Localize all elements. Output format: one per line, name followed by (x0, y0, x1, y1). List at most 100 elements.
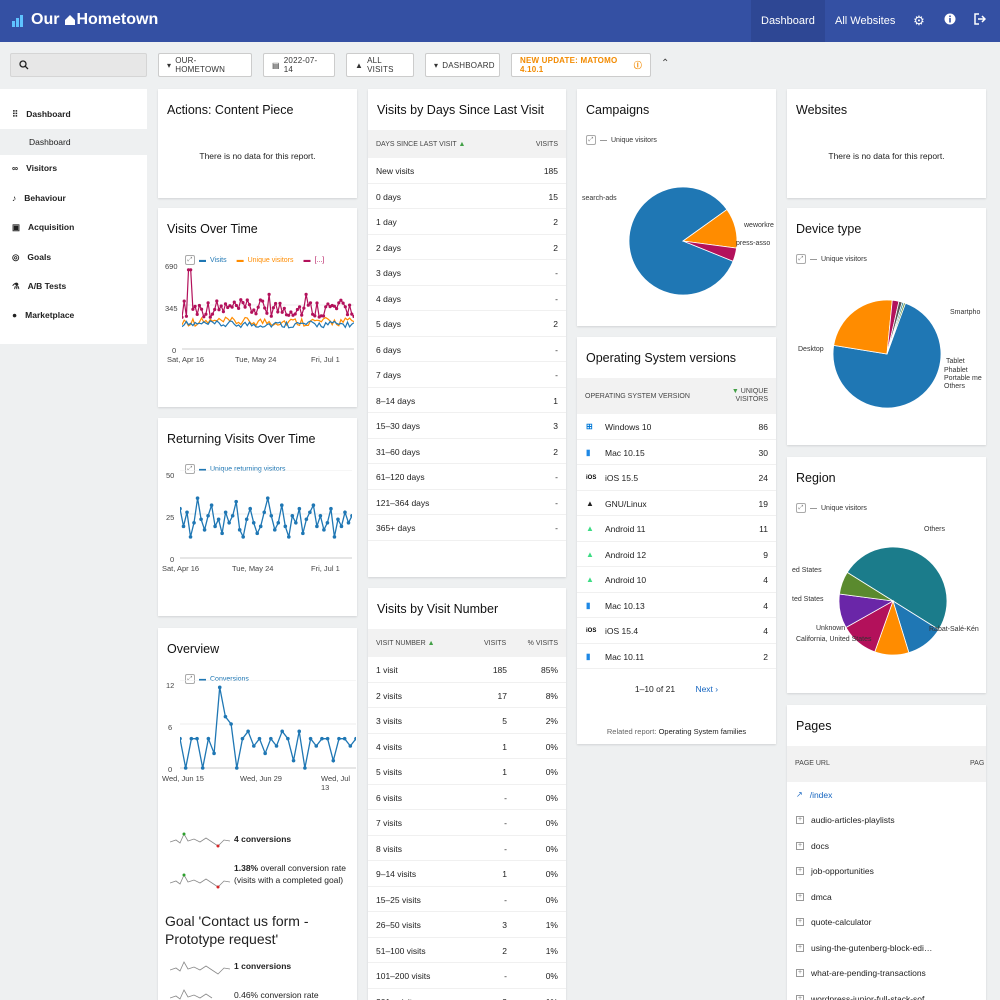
data-point[interactable] (229, 722, 233, 726)
data-point[interactable] (230, 305, 234, 309)
data-point[interactable] (286, 736, 290, 741)
app-logo[interactable]: Our Hometown (12, 11, 158, 29)
data-point[interactable] (263, 306, 267, 310)
table-row[interactable]: + audio-articles-playlists (796, 808, 986, 834)
dashboard-selector[interactable]: ▾ DASHBOARD (425, 53, 500, 77)
data-point[interactable] (241, 301, 245, 305)
data-point[interactable] (265, 496, 270, 500)
data-point[interactable] (202, 528, 207, 532)
data-point[interactable] (279, 503, 284, 507)
column-header[interactable]: VISITS (484, 640, 507, 647)
data-point[interactable] (280, 310, 284, 314)
data-point[interactable] (212, 751, 216, 756)
line-chart[interactable] (180, 470, 352, 560)
data-point[interactable] (255, 531, 260, 536)
data-point[interactable] (209, 503, 214, 507)
related-report-link[interactable]: Operating System families (658, 727, 747, 736)
data-point[interactable] (232, 300, 236, 304)
data-point[interactable] (221, 310, 225, 314)
expand-icon[interactable]: + (796, 994, 804, 1000)
data-point[interactable] (250, 310, 254, 314)
data-point[interactable] (274, 301, 278, 306)
data-point[interactable] (246, 729, 250, 734)
data-point[interactable] (217, 685, 222, 690)
table-row[interactable]: 3 days - (368, 260, 566, 286)
data-point[interactable] (287, 535, 291, 539)
data-point[interactable] (287, 313, 291, 317)
data-point[interactable] (257, 736, 262, 741)
table-row[interactable]: 4 days - (368, 286, 566, 311)
table-row[interactable]: ▮ Mac 10.13 4 (577, 593, 776, 618)
data-point[interactable] (311, 312, 315, 316)
data-point[interactable] (332, 304, 336, 308)
data-point[interactable] (184, 314, 188, 318)
data-point[interactable] (289, 310, 293, 314)
data-point[interactable] (195, 736, 199, 741)
table-row[interactable]: 2 days 2 (368, 235, 566, 260)
table-row[interactable]: 8–14 days 1 (368, 388, 566, 413)
data-point[interactable] (332, 535, 337, 539)
external-link-icon[interactable]: ↗ (796, 790, 803, 800)
table-row[interactable]: + wordpress-junior-full-stack-sof (796, 986, 986, 1000)
data-point[interactable] (308, 736, 313, 741)
table-row[interactable]: + docs (796, 833, 986, 859)
legend-item[interactable]: — (810, 255, 817, 263)
table-row[interactable]: + using-the-gutenberg-block-edi… (796, 935, 986, 961)
data-point[interactable] (297, 729, 302, 734)
data-point[interactable] (282, 306, 286, 310)
expand-icon[interactable]: + (796, 841, 804, 850)
data-point[interactable] (213, 307, 217, 312)
data-point[interactable] (234, 499, 238, 504)
pie-slice[interactable] (886, 302, 906, 355)
table-row[interactable]: 101–200 visits - 0% (368, 963, 566, 989)
data-point[interactable] (226, 305, 230, 310)
data-point[interactable] (254, 312, 258, 316)
data-point[interactable] (180, 736, 182, 741)
table-row[interactable]: 2 visits 17 8% (368, 683, 566, 708)
expand-icon[interactable]: + (796, 892, 804, 901)
data-point[interactable] (320, 736, 324, 741)
column-header[interactable]: PAG (970, 760, 985, 767)
data-point[interactable] (314, 744, 319, 748)
data-point[interactable] (237, 528, 242, 532)
pie-chart[interactable] (787, 497, 986, 687)
chart-type-icon[interactable]: ⤢ (796, 503, 806, 513)
data-point[interactable] (227, 521, 231, 525)
data-point[interactable] (337, 736, 341, 741)
table-row[interactable]: iOS iOS 15.5 24 (577, 465, 776, 491)
table-row[interactable]: ▲ Android 11 11 (577, 516, 776, 542)
data-point[interactable] (308, 510, 312, 515)
table-row[interactable]: 4 visits 1 0% (368, 734, 566, 759)
data-point[interactable] (241, 535, 245, 539)
table-row[interactable]: iOS iOS 15.4 4 (577, 618, 776, 644)
data-point[interactable] (189, 268, 193, 272)
data-point[interactable] (195, 496, 200, 500)
table-row[interactable]: + job-opportunities (796, 859, 986, 885)
data-point[interactable] (318, 513, 323, 518)
data-point[interactable] (269, 736, 273, 741)
data-point[interactable] (311, 503, 316, 507)
data-point[interactable] (182, 315, 184, 319)
table-row[interactable]: ▲ Android 10 4 (577, 567, 776, 593)
table-row[interactable]: 3 visits 5 2% (368, 708, 566, 734)
data-point[interactable] (234, 766, 239, 770)
data-point[interactable] (272, 528, 277, 532)
table-row[interactable]: ▲ Android 12 9 (577, 542, 776, 567)
data-point[interactable] (346, 521, 351, 525)
data-point[interactable] (269, 513, 274, 518)
data-point[interactable] (213, 524, 217, 529)
table-row[interactable]: 8 visits - 0% (368, 836, 566, 861)
data-point[interactable] (223, 714, 228, 719)
sidebar-item-dashboard[interactable]: ⠿ Dashboard (0, 101, 147, 127)
sidebar-subitem-dashboard[interactable]: Dashboard (0, 129, 147, 155)
data-point[interactable] (186, 268, 191, 272)
data-point[interactable] (276, 310, 280, 314)
legend-item[interactable]: ▬ (199, 256, 206, 264)
sidebar-item-goals[interactable]: ◎ Goals (0, 244, 147, 270)
data-point[interactable] (230, 513, 235, 518)
data-point[interactable] (204, 312, 208, 316)
info-icon[interactable] (942, 13, 958, 29)
sidebar-item-behaviour[interactable]: ♪ Behaviour (0, 185, 147, 211)
nav-all-websites[interactable]: All Websites (835, 15, 896, 27)
data-point[interactable] (325, 736, 330, 741)
